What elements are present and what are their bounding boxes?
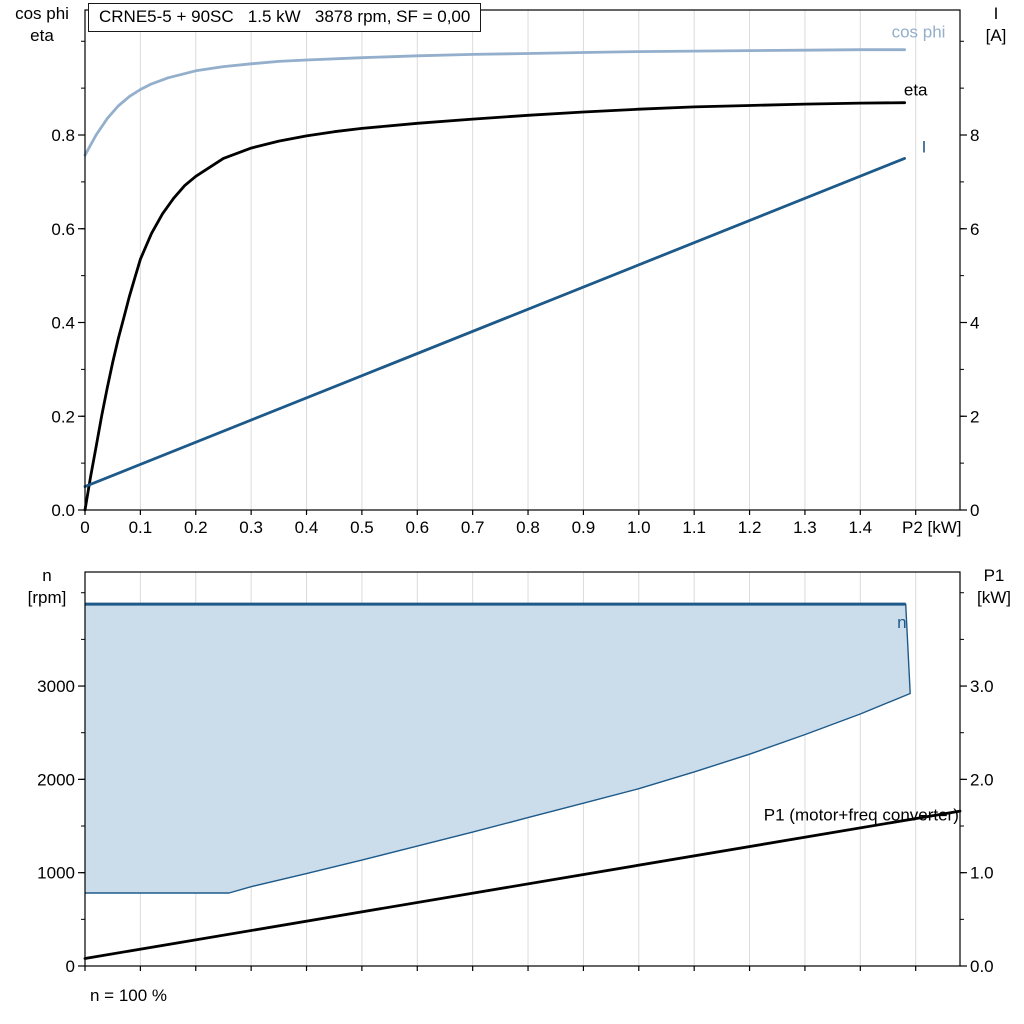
- x-tick-label: 1.3: [793, 518, 817, 537]
- speed-power-chart: 0 1000 2000 3000 0.0 1.0 2.0 3.0 n P1 (motor+freq…: [37, 571, 994, 976]
- x-tick-label: 1.1: [682, 518, 706, 537]
- y-tick-label: 0.0: [970, 957, 994, 976]
- axis-title-current: I: [993, 4, 999, 23]
- y-tick-label: 0.0: [51, 501, 75, 520]
- x-axis-unit-label: P2 [kW]: [902, 518, 962, 537]
- curve-label-p1-motor-freq-converter: P1 (motor+freq converter): [764, 805, 959, 824]
- y-tick-label: 8: [970, 126, 979, 145]
- plot-border: [84, 571, 961, 967]
- axis-title-current-unit: [A]: [985, 26, 1007, 45]
- x-tick-label: 0.7: [461, 518, 485, 537]
- series-p1-motor-freq-converter: [83, 809, 962, 960]
- y-tick-label: 0: [970, 501, 979, 520]
- axis-title-bottom-right: P1 [kW]: [966, 565, 1022, 609]
- curve-label-eta: eta: [904, 81, 928, 100]
- y-tick-label: 6: [970, 220, 979, 239]
- y-tick-label: 3.0: [970, 677, 994, 696]
- motor-performance-chart: 0 0.1 0.2 0.3 0.4 0.5 0.6 0.7 0.8 0.9 1.0 1.1 1.2 1.3…: [51, 9, 979, 537]
- y-tick-label: 4: [970, 314, 979, 333]
- series-i: [83, 156, 906, 489]
- y-tick-label: 2000: [37, 770, 75, 789]
- curve-label-cos-phi: cos phi: [892, 23, 946, 42]
- x-tick-label: 1.0: [627, 518, 651, 537]
- y-tick-label: 0.4: [51, 314, 75, 333]
- y-tick-label: 0: [66, 957, 75, 976]
- x-tick-label: 1.4: [848, 518, 872, 537]
- y-tick-label: 0.6: [51, 220, 75, 239]
- x-tick-label: 0: [80, 518, 89, 537]
- x-tick-label: 0.2: [184, 518, 208, 537]
- x-tick-label: 0.9: [572, 518, 596, 537]
- series-cos-phi: [83, 48, 906, 157]
- y-tick-label: 1000: [37, 864, 75, 883]
- axis-title-speed: n: [42, 566, 52, 585]
- axis-title-eta: eta: [30, 26, 54, 45]
- axis-title-power: P1: [983, 566, 1005, 585]
- y-tick-label: 0.8: [51, 126, 75, 145]
- y-tick-label: 2.0: [970, 770, 994, 789]
- axis-title-top-left: cos phi eta: [2, 3, 82, 47]
- y-tick-label: 1.0: [970, 864, 994, 883]
- axis-title-power-unit: [kW]: [977, 588, 1011, 607]
- y-tick-label: 2: [970, 407, 979, 426]
- x-tick-label: 0.1: [129, 518, 153, 537]
- x-tick-label: 0.3: [239, 518, 263, 537]
- axis-title-bottom-left: n [rpm]: [14, 565, 80, 609]
- series-eta: [83, 101, 906, 512]
- y-tick-label: 3000: [37, 677, 75, 696]
- x-tick-label: 1.2: [738, 518, 762, 537]
- n-envelope-fill: [85, 604, 911, 893]
- n-envelope-outline: [85, 603, 911, 894]
- axis-title-speed-unit: [rpm]: [27, 588, 67, 607]
- x-tick-label: 0.5: [350, 518, 374, 537]
- axis-ticks: 0 1000 2000 3000 0.0 1.0 2.0 3.0: [37, 592, 994, 976]
- axis-title-cos-phi: cos phi: [15, 4, 69, 23]
- x-tick-label: 0.6: [405, 518, 429, 537]
- x-tick-label: 0.8: [516, 518, 540, 537]
- curve-label-n: n: [897, 613, 906, 632]
- axis-title-top-right: I [A]: [972, 3, 1020, 47]
- gridlines: [139, 10, 917, 510]
- x-tick-label: 0.4: [295, 518, 319, 537]
- y-tick-label: 0.2: [51, 407, 75, 426]
- axis-ticks: 0 0.1 0.2 0.3 0.4 0.5 0.6 0.7 0.8 0.9 1.0 1.1 1.2 1.3…: [51, 40, 979, 537]
- chart-title-box: CRNE5-5 + 90SC 1.5 kW 3878 rpm, SF = 0,0…: [88, 3, 482, 32]
- footnote-n-100: n = 100 %: [90, 986, 168, 1005]
- curve-label-i: I: [922, 137, 927, 156]
- plot-border: [84, 9, 961, 511]
